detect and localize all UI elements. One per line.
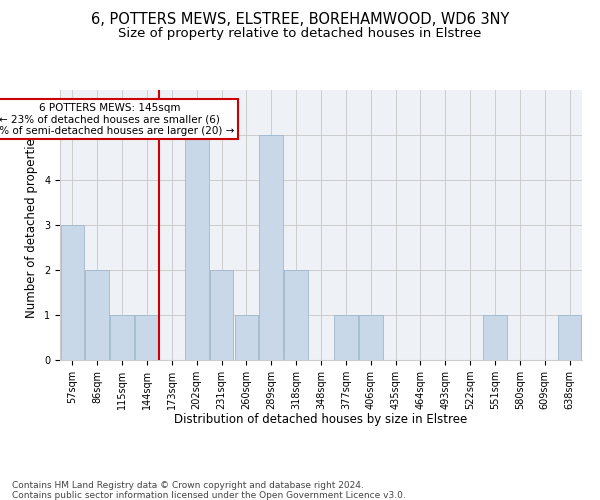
Bar (359, 315, 383, 360)
Bar (85, 270, 109, 360)
Bar (558, 315, 581, 360)
Bar (259, 135, 283, 360)
Text: 6, POTTERS MEWS, ELSTREE, BOREHAMWOOD, WD6 3NY: 6, POTTERS MEWS, ELSTREE, BOREHAMWOOD, W… (91, 12, 509, 28)
Text: Contains HM Land Registry data © Crown copyright and database right 2024.
Contai: Contains HM Land Registry data © Crown c… (12, 480, 406, 500)
Text: Distribution of detached houses by size in Elstree: Distribution of detached houses by size … (175, 412, 467, 426)
Bar (185, 135, 209, 360)
Bar (210, 270, 233, 360)
Bar (135, 315, 159, 360)
Y-axis label: Number of detached properties: Number of detached properties (25, 132, 38, 318)
Bar (235, 315, 258, 360)
Text: Size of property relative to detached houses in Elstree: Size of property relative to detached ho… (118, 28, 482, 40)
Text: 6 POTTERS MEWS: 145sqm
← 23% of detached houses are smaller (6)
77% of semi-deta: 6 POTTERS MEWS: 145sqm ← 23% of detached… (0, 102, 234, 136)
Bar (110, 315, 134, 360)
Bar (61, 225, 84, 360)
Bar (284, 270, 308, 360)
Bar (483, 315, 507, 360)
Bar (334, 315, 358, 360)
